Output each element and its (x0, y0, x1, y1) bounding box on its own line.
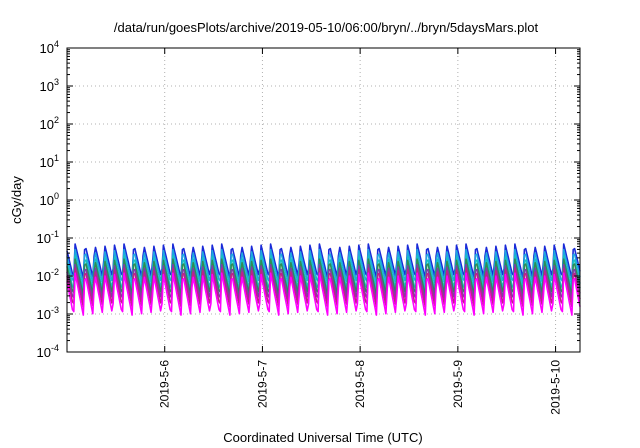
chart-title: /data/run/goesPlots/archive/2019-05-10/0… (114, 20, 539, 35)
data-series-line (66, 272, 581, 316)
y-tick-base: 10 (37, 231, 51, 246)
y-tick-exponent: -4 (51, 343, 59, 353)
x-axis-label: Coordinated Universal Time (UTC) (223, 430, 422, 445)
y-tick-base: 10 (37, 269, 51, 284)
y-tick-label: 104 (40, 39, 59, 56)
y-tick-label: 10-3 (37, 305, 59, 322)
y-tick-exponent: 1 (54, 153, 59, 163)
y-tick-base: 10 (37, 307, 51, 322)
y-tick-exponent: 3 (54, 77, 59, 87)
y-tick-label: 102 (40, 115, 59, 132)
y-tick-exponent: 2 (54, 115, 59, 125)
y-tick-exponent: 4 (54, 39, 59, 49)
x-tick-label: 2019-5-6 (158, 360, 172, 408)
x-tick-label: 2019-5-10 (549, 360, 563, 415)
y-tick-label: 10-2 (37, 267, 59, 284)
y-tick-exponent: 0 (54, 191, 59, 201)
x-tick-label: 2019-5-9 (451, 360, 465, 408)
y-tick-label: 103 (40, 77, 59, 94)
y-axis-label: cGy/day (9, 176, 24, 224)
y-tick-exponent: -1 (51, 229, 59, 239)
y-tick-exponent: -2 (51, 267, 59, 277)
y-tick-label: 100 (40, 191, 59, 208)
y-tick-base: 10 (40, 41, 54, 56)
y-tick-base: 10 (40, 79, 54, 94)
y-tick-exponent: -3 (51, 305, 59, 315)
y-tick-base: 10 (37, 345, 51, 360)
y-tick-base: 10 (40, 193, 54, 208)
series-group (66, 243, 581, 316)
y-tick-base: 10 (40, 155, 54, 170)
y-tick-label: 10-1 (37, 229, 59, 246)
x-tick-label: 2019-5-7 (255, 360, 269, 408)
x-tick-label: 2019-5-8 (353, 360, 367, 408)
y-tick-base: 10 (40, 117, 54, 132)
y-tick-label: 10-4 (37, 343, 59, 360)
y-tick-label: 101 (40, 153, 59, 170)
x-axis: 2019-5-6 2019-5-7 2019-5-8 2019-5-9 2019-5-1… (158, 48, 563, 415)
